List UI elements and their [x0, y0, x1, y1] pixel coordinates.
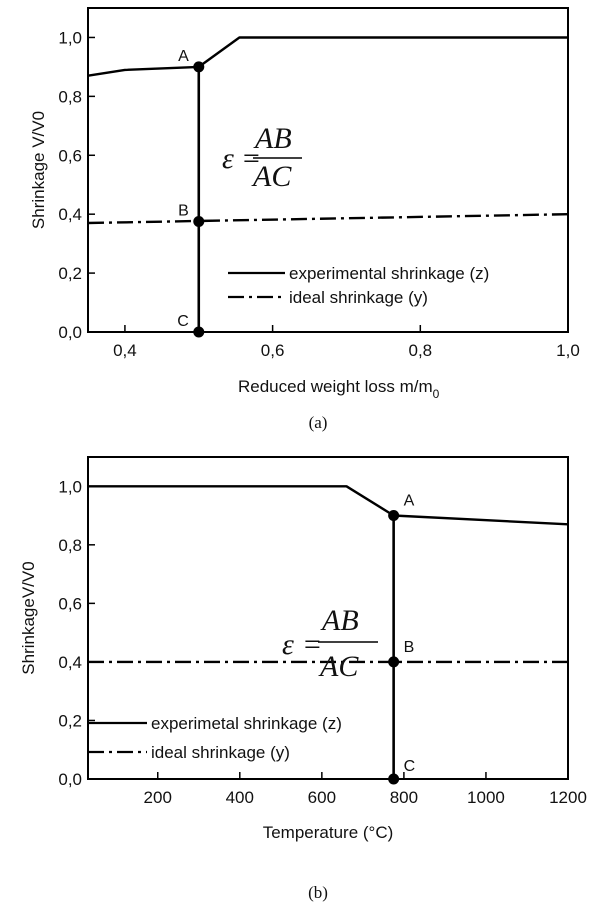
x-axis-label-main: Reduced weight loss m/m — [238, 377, 433, 396]
equation-lhs: ε — [282, 628, 294, 661]
panel-caption: (a) — [309, 413, 328, 432]
y-tick-label: 0,4 — [58, 653, 82, 672]
series-line-experimental — [88, 485, 569, 526]
x-tick-label: 800 — [390, 788, 418, 807]
legend-label: experimental shrinkage (z) — [289, 264, 489, 283]
x-tick-label: 0,4 — [113, 341, 137, 360]
equation-numerator: AB — [253, 122, 292, 155]
x-tick-label: 1,0 — [556, 341, 580, 360]
y-tick-label: 1,0 — [58, 477, 82, 496]
equation: ε = AB AC — [282, 604, 378, 683]
point-label: C — [404, 758, 416, 775]
point-a — [193, 61, 205, 73]
y-tick-label: 0,0 — [58, 323, 82, 342]
legend-label: ideal shrinkage (y) — [289, 288, 428, 307]
point-b — [388, 656, 400, 668]
legend-label: experimetal shrinkage (z) — [151, 714, 342, 733]
x-tick-label: 0,6 — [261, 341, 285, 360]
x-axis-label-subscript: 0 — [433, 387, 440, 401]
legend: experimental shrinkage (z) ideal shrinka… — [228, 264, 489, 307]
point-label: C — [177, 313, 189, 330]
x-tick-label: 0,8 — [408, 341, 432, 360]
point-b — [193, 216, 205, 228]
tick-layer: 0,4 0,6 0,8 1,0 0,0 0,2 0,4 0,6 0,8 1,0 — [58, 28, 579, 360]
point-label: B — [404, 639, 415, 656]
x-tick-label: 400 — [226, 788, 254, 807]
panel-caption: (b) — [308, 883, 328, 902]
legend: experimetal shrinkage (z) ideal shrinkag… — [88, 714, 342, 762]
x-tick-label: 200 — [144, 788, 172, 807]
tick-layer: 200 400 600 800 1000 1200 0,0 0,2 0,4 0,6 0,8 1,0 — [58, 477, 587, 807]
equation-equals: = — [241, 142, 261, 175]
series-layer — [88, 485, 569, 779]
point-label: A — [178, 48, 189, 65]
y-axis-label: ShrinkageV/V0 — [19, 561, 38, 674]
y-tick-label: 0,0 — [58, 770, 82, 789]
plot-frame — [87, 456, 569, 780]
x-tick-label: 1000 — [467, 788, 505, 807]
point-c — [388, 773, 400, 785]
y-tick-label: 0,8 — [58, 536, 82, 555]
points-layer: A B C — [388, 493, 415, 785]
points-layer: A B C — [177, 48, 205, 338]
series-line-experimental — [87, 36, 568, 77]
point-a — [388, 510, 400, 522]
chart-panel-a: 0,4 0,6 0,8 1,00,00,20,40,60,81,0 ABC Shrin… — [29, 7, 580, 432]
plot-frame — [87, 7, 569, 333]
legend-label: ideal shrinkage (y) — [151, 743, 290, 762]
y-tick-label: 0,8 — [58, 87, 82, 106]
x-tick-label: 600 — [308, 788, 336, 807]
equation-denominator: AC — [318, 650, 359, 683]
equation-lhs: ε — [222, 142, 234, 175]
y-tick-label: 0,4 — [58, 205, 82, 224]
y-axis-label: Shrinkage V/V0 — [29, 111, 48, 229]
point-label: B — [178, 203, 189, 220]
x-axis-label: Reduced weight loss m/m0 — [238, 377, 440, 401]
equation: ε = AB AC — [222, 122, 302, 193]
y-tick-label: 1,0 — [58, 28, 82, 47]
point-label: A — [404, 493, 415, 510]
x-axis-label: Temperature (°C) — [263, 823, 394, 842]
y-tick-label: 0,2 — [58, 711, 82, 730]
y-tick-label: 0,2 — [58, 264, 82, 283]
chart-panel-b: 200 400 600 800 1000 1200 0,0 0,2 0,4 0,6 0,8 1,0 A… — [19, 456, 587, 902]
series-line-ideal — [87, 213, 569, 225]
y-tick-label: 0,6 — [58, 594, 82, 613]
point-c — [193, 326, 205, 338]
equation-equals: = — [302, 628, 322, 661]
equation-numerator: AB — [320, 604, 359, 637]
x-tick-label: 1200 — [549, 788, 587, 807]
equation-denominator: AC — [251, 160, 292, 193]
y-tick-label: 0,6 — [58, 146, 82, 165]
